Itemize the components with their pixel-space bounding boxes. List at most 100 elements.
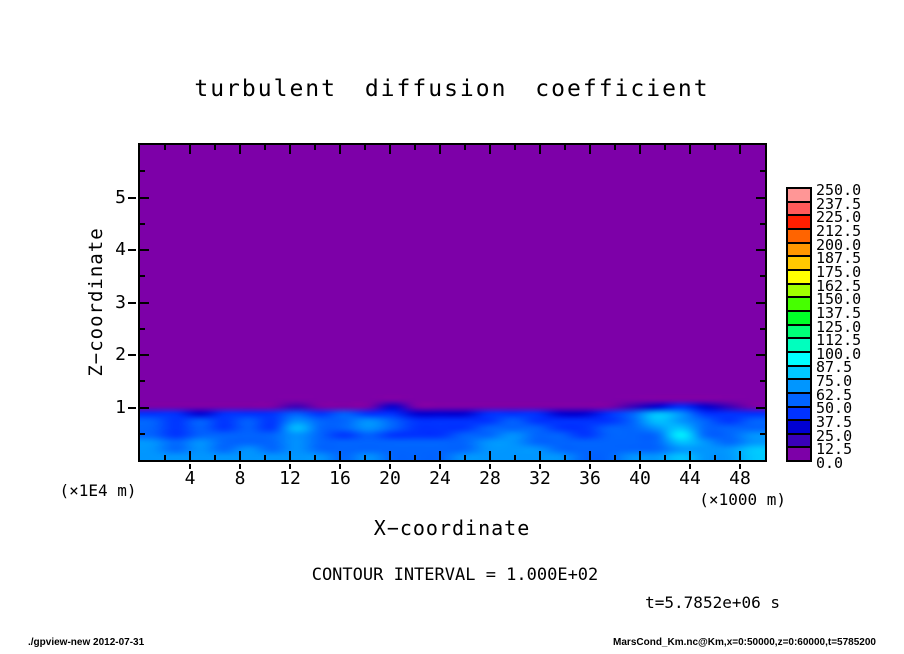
- y-tick: [756, 196, 765, 199]
- x-tick-outer: [339, 464, 341, 469]
- x-tick: [239, 145, 241, 154]
- x-tick: [464, 145, 466, 150]
- colorbar-label: 237.5: [816, 194, 862, 213]
- colorbar-label: 62.5: [816, 385, 853, 404]
- x-tick: [514, 455, 516, 460]
- colorbar-label: 200.0: [816, 235, 862, 254]
- y-tick: [756, 249, 765, 251]
- y-tick-label: 4: [115, 239, 126, 260]
- x-tick-label: 20: [379, 468, 401, 489]
- x-tick: [739, 145, 741, 154]
- x-tick-outer: [189, 464, 191, 469]
- x-tick: [714, 145, 716, 150]
- y-tick: [760, 380, 765, 383]
- y-tick: [140, 249, 149, 251]
- x-tick: [214, 145, 216, 150]
- x-tick-outer: [489, 464, 491, 469]
- x-tick-label: 44: [679, 468, 701, 489]
- colorbar: [786, 187, 812, 463]
- x-tick: [264, 455, 266, 460]
- x-tick-label: 28: [479, 468, 501, 489]
- plot-area: [128, 143, 767, 469]
- x-tick: [389, 145, 391, 154]
- y-tick: [140, 301, 149, 304]
- x-tick: [289, 145, 291, 154]
- x-tick-label: 40: [629, 468, 651, 489]
- x-tick-label: 32: [529, 468, 551, 489]
- plot-title: turbulent diffusion coefficient: [194, 76, 710, 102]
- colorbar-label: 137.5: [816, 303, 862, 322]
- x-tick: [289, 451, 291, 460]
- x-tick: [539, 145, 541, 154]
- x-tick: [489, 451, 491, 460]
- x-tick: [489, 145, 491, 154]
- y-tick: [760, 275, 765, 278]
- x-tick: [314, 455, 316, 460]
- x-tick: [189, 145, 191, 154]
- x-tick: [689, 451, 691, 460]
- colorbar-label: 75.0: [816, 372, 853, 391]
- x-tick: [614, 145, 616, 150]
- y-tick: [760, 327, 765, 330]
- colorbar-label: 162.5: [816, 276, 862, 295]
- y-tick: [140, 354, 149, 356]
- colorbar-label: 112.5: [816, 331, 862, 350]
- contour-interval-text: CONTOUR INTERVAL = 1.000E+02: [311, 565, 599, 585]
- y-tick-label: 3: [115, 291, 126, 313]
- x-tick: [164, 145, 166, 150]
- x-tick: [739, 451, 741, 460]
- x-tick: [539, 451, 541, 460]
- x-tick-label: 36: [579, 468, 601, 489]
- x-tick: [389, 451, 391, 460]
- x-tick: [589, 451, 591, 460]
- x-tick: [589, 145, 591, 154]
- colorbar-label: 175.0: [816, 262, 862, 281]
- colorbar-label: 25.0: [816, 426, 853, 445]
- y-tick-label: 5: [115, 186, 126, 208]
- y-tick-outer: [128, 196, 136, 199]
- colorbar-label: 225.0: [816, 208, 862, 227]
- colorbar-label: 0.0: [816, 454, 844, 472]
- x-tick-label: 24: [429, 468, 451, 489]
- x-tick-label: 4: [184, 468, 196, 489]
- x-tick: [414, 455, 416, 460]
- x-tick: [664, 455, 666, 460]
- x-tick: [164, 455, 166, 460]
- x-tick: [339, 451, 341, 460]
- y-tick: [140, 275, 145, 278]
- y-tick: [760, 222, 765, 225]
- x-tick: [664, 145, 666, 150]
- y-tick: [140, 222, 145, 225]
- y-tick: [756, 354, 765, 356]
- colorbar-cell: [786, 446, 812, 463]
- x-tick: [439, 145, 441, 154]
- y-tick: [760, 170, 765, 173]
- y-tick: [760, 432, 765, 435]
- x-tick: [639, 145, 641, 154]
- x-tick: [214, 455, 216, 460]
- heatmap-canvas: [140, 389, 765, 460]
- x-tick: [564, 145, 566, 150]
- y-tick: [756, 301, 765, 304]
- x-tick-label: 12: [279, 468, 301, 489]
- x-tick: [714, 455, 716, 460]
- y-tick: [140, 406, 149, 409]
- footer-command-text: ./gpview-new 2012-07-31: [28, 637, 145, 648]
- x-tick-label: 8: [234, 468, 246, 489]
- x-tick-outer: [539, 464, 541, 469]
- x-tick-outer: [289, 464, 291, 469]
- x-axis-label: X−coordinate: [373, 516, 531, 540]
- y-tick-label: 1: [115, 396, 126, 418]
- y-tick-outer: [128, 249, 136, 251]
- colorbar-label: 250.0: [816, 181, 862, 199]
- x-tick-outer: [239, 464, 241, 469]
- x-tick: [564, 455, 566, 460]
- y-tick: [140, 432, 145, 435]
- x-tick-outer: [439, 464, 441, 469]
- colorbar-label: 87.5: [816, 358, 853, 377]
- colorbar-label: 100.0: [816, 344, 862, 363]
- y-tick: [140, 170, 145, 173]
- x-tick-outer: [739, 464, 741, 469]
- colorbar-label: 212.5: [816, 221, 862, 240]
